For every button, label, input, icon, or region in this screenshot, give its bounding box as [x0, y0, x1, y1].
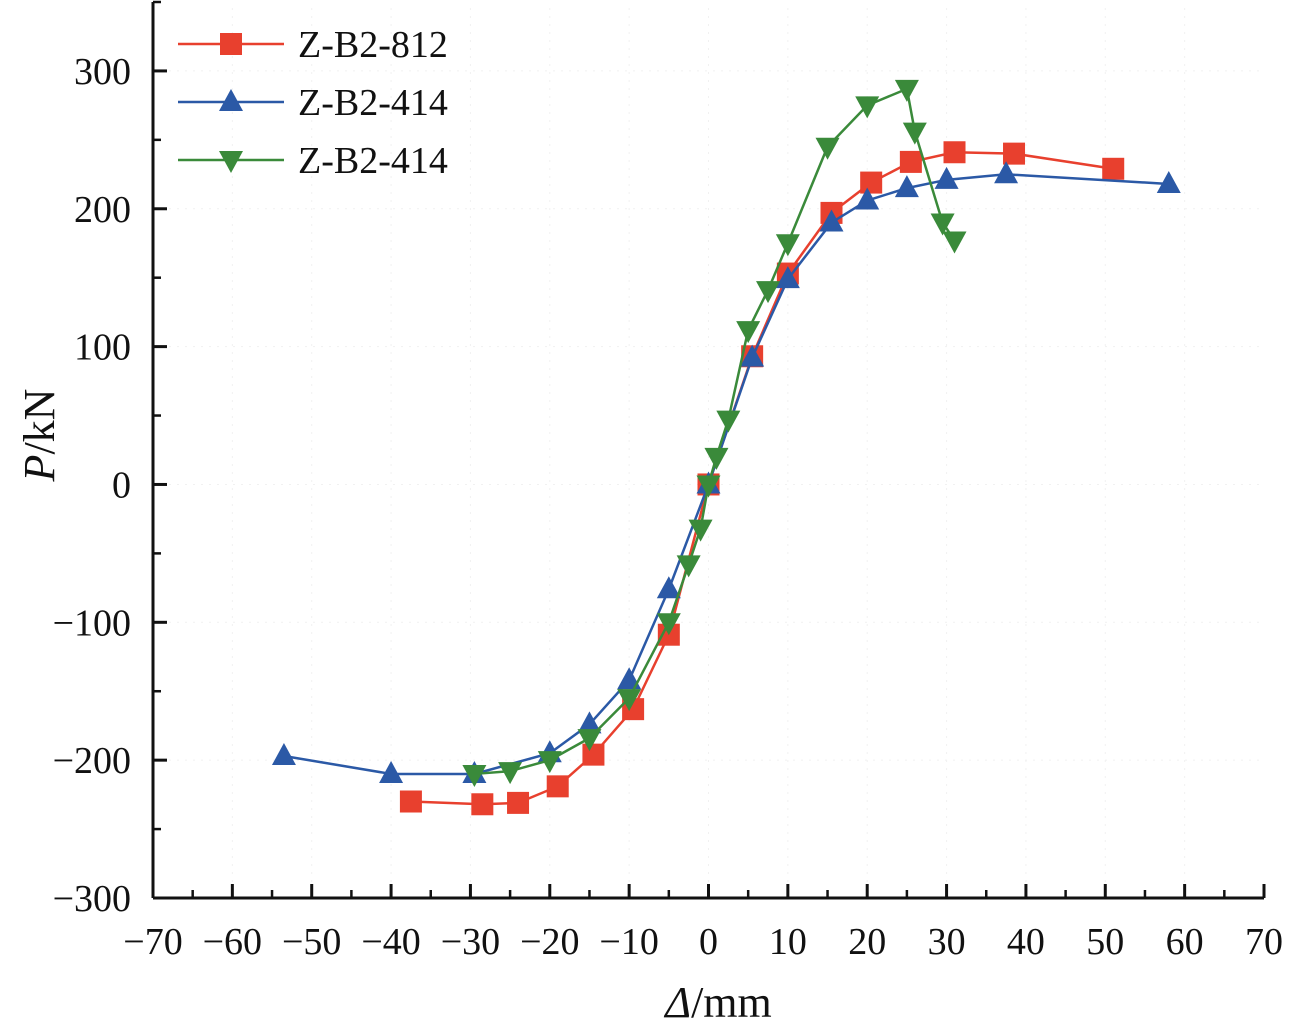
legend: Z-B2-812 Z-B2-414 Z-B2-414 — [178, 24, 448, 182]
series-1-point — [507, 791, 530, 814]
series-2-point — [740, 344, 765, 367]
y-tick-label: 300 — [74, 51, 131, 93]
series-3-point — [656, 613, 681, 636]
series-1-point — [860, 171, 883, 194]
series-3-point — [855, 96, 880, 119]
series-2-point — [994, 161, 1019, 184]
series-3-point — [498, 762, 523, 785]
series-3-point — [902, 122, 927, 145]
x-tick-label: 70 — [1245, 921, 1283, 963]
x-axis-unit: /mm — [691, 978, 772, 1026]
x-axis-title: Δ/mm — [663, 978, 772, 1026]
series-3-point — [688, 519, 713, 542]
series-1-point — [1003, 142, 1026, 165]
series-3-point — [676, 555, 701, 578]
x-tick-label: −50 — [282, 921, 341, 963]
series-2-point — [819, 209, 844, 232]
series-1 — [399, 141, 1125, 816]
series-2-point — [577, 711, 602, 734]
series-3-point — [756, 281, 781, 304]
x-tick-label: 50 — [1086, 921, 1124, 963]
series-3-point — [577, 729, 602, 752]
y-axis-unit: /kN — [15, 389, 64, 455]
series-2-point — [934, 166, 959, 189]
series-3-point — [815, 137, 840, 160]
series-1-point — [899, 150, 922, 173]
series-3-point — [894, 79, 919, 102]
legend-marker — [219, 151, 243, 173]
legend-marker — [220, 33, 242, 55]
legend-label: Z-B2-414 — [298, 140, 448, 182]
series-1-point — [546, 775, 569, 798]
legend-label: Z-B2-414 — [298, 82, 448, 124]
series-3 — [462, 79, 967, 787]
series-1-line — [410, 150, 1114, 806]
series-2-point — [271, 743, 296, 766]
x-tick-label: 60 — [1166, 921, 1204, 963]
series-2-point — [656, 576, 681, 599]
x-tick-label: −40 — [361, 921, 420, 963]
x-axis-symbol: Δ — [663, 978, 691, 1026]
x-tick-label: 40 — [1007, 921, 1045, 963]
x-tick-label: −20 — [520, 921, 579, 963]
y-tick-label: 100 — [74, 327, 131, 369]
x-tick-label: 20 — [848, 921, 886, 963]
series-1-point — [1102, 157, 1125, 180]
series-2-point — [617, 667, 642, 690]
series-3-point — [537, 751, 562, 774]
x-tick-label: 30 — [928, 921, 966, 963]
series-2-point — [855, 187, 880, 210]
series-3-point — [617, 689, 642, 712]
series-2-point — [775, 266, 800, 289]
series-1-point — [471, 793, 494, 816]
x-tick-label: 0 — [699, 921, 718, 963]
series-3-point — [942, 231, 967, 254]
series-1-point — [943, 141, 966, 164]
series-1-point — [399, 790, 422, 813]
series-1-point — [582, 743, 605, 766]
series-3-point — [696, 475, 721, 498]
series-3-line — [474, 87, 956, 776]
series-2-point — [379, 760, 404, 783]
series-2 — [271, 161, 1181, 783]
legend-marker — [219, 89, 243, 111]
y-axis-symbol: P — [15, 455, 64, 483]
axes: −70 −60 −50 −40 −30 −20 −10 0 10 20 30 40 50 60 70−300… — [53, 0, 1283, 963]
series-3-point — [736, 321, 761, 344]
series-2-point — [1156, 170, 1181, 193]
x-tick-label: 10 — [769, 921, 807, 963]
y-tick-label: −100 — [53, 602, 131, 644]
series-2-point — [894, 175, 919, 198]
legend-item-3: Z-B2-414 — [178, 140, 448, 182]
series-3-point — [704, 447, 729, 470]
legend-label: Z-B2-812 — [298, 24, 448, 66]
y-tick-label: −200 — [53, 740, 131, 782]
y-tick-label: 200 — [74, 189, 131, 231]
x-tick-label: −70 — [123, 921, 182, 963]
series-3-point — [716, 410, 741, 433]
series-3-point — [462, 764, 487, 787]
y-tick-label: 0 — [112, 464, 131, 506]
y-tick-label: −300 — [53, 878, 131, 920]
x-tick-label: −30 — [441, 921, 500, 963]
series-2-line — [283, 173, 1169, 776]
legend-item-1: Z-B2-812 — [178, 24, 448, 66]
series-3-point — [930, 213, 955, 236]
x-tick-label: −10 — [599, 921, 658, 963]
series-3-point — [775, 234, 800, 257]
x-tick-label: −60 — [203, 921, 262, 963]
series-layer — [271, 79, 1181, 816]
y-axis-title: P/kN — [15, 389, 64, 483]
legend-item-2: Z-B2-414 — [178, 82, 448, 124]
